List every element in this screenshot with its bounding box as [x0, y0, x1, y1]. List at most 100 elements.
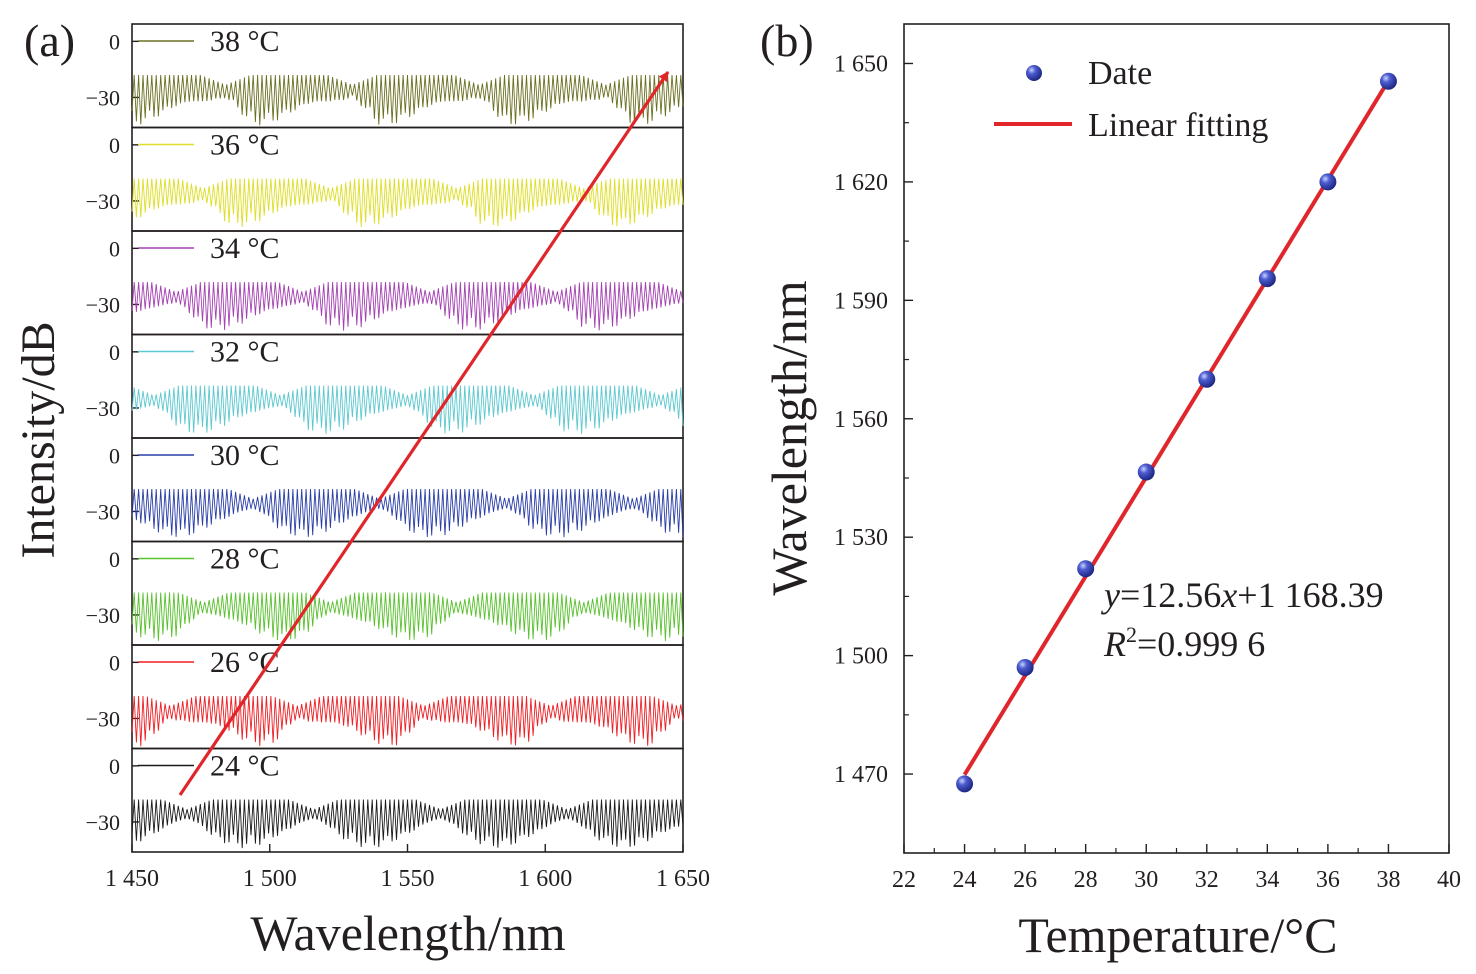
- svg-text:y=12.56x+1 168.39: y=12.56x+1 168.39: [1101, 575, 1384, 615]
- y-tick-label: −30: [86, 810, 120, 835]
- panel-b-y-ticks: 1 470 1 500 1 530 1 560 1 590 1 620 1 650: [834, 51, 913, 788]
- y-tick-label: 0: [109, 29, 120, 54]
- strip-34c: 0 −30 34 °C: [86, 230, 684, 336]
- x-tick-label: 26: [1013, 867, 1037, 893]
- y-tick-label: 1 470: [834, 762, 888, 788]
- x-tick-label: 40: [1437, 867, 1461, 893]
- panel-b-ylabel: Wavelength/nm: [761, 280, 817, 595]
- spectrum-trace: [131, 592, 684, 642]
- y-tick-label: −30: [86, 292, 120, 317]
- x-tick-label: 34: [1255, 867, 1279, 893]
- strip-38c: 0 −30 38 °C: [86, 23, 684, 129]
- x-tick-label: 30: [1134, 867, 1158, 893]
- spectrum-trace: [131, 281, 684, 331]
- spectrum-trace: [131, 695, 684, 747]
- legend-label: 24 °C: [210, 750, 280, 783]
- data-point: [1198, 370, 1216, 388]
- y-tick-label: −30: [86, 706, 120, 731]
- panel-b: (b) Wavelength/nm Temperature/°C 22 24 26 2…: [760, 15, 1461, 963]
- data-points: [956, 72, 1397, 793]
- data-point: [1016, 658, 1034, 676]
- legend-label-fit: Linear fitting: [1088, 107, 1268, 144]
- spectrum-trace: [131, 178, 684, 227]
- y-tick-label: 0: [109, 236, 120, 261]
- legend: Date Linear fitting: [994, 55, 1268, 144]
- panel-b-frame: [903, 23, 1450, 854]
- y-tick-label: −30: [86, 499, 120, 524]
- legend-label: 34 °C: [210, 232, 280, 265]
- y-tick-label: −30: [86, 603, 120, 628]
- legend-label: 36 °C: [210, 129, 280, 162]
- legend-marker-date: [1026, 65, 1042, 81]
- y-tick-label: 0: [109, 340, 120, 365]
- spectrum-trace: [131, 74, 684, 126]
- legend-label: 32 °C: [210, 336, 280, 369]
- x-tick-label: 36: [1316, 867, 1340, 893]
- eq-y: y: [1101, 575, 1120, 615]
- y-tick-label: 0: [109, 443, 120, 468]
- y-tick-label: 0: [109, 547, 120, 572]
- strip-28c: 0 −30 28 °C: [86, 540, 684, 646]
- x-tick-label: 1 600: [518, 866, 572, 892]
- fit-equation: y=12.56x+1 168.39 R2=0.999 6: [1101, 575, 1384, 664]
- spectrum-trace: [131, 799, 684, 849]
- linear-fit-line: [962, 79, 1391, 776]
- panel-b-xlabel: Temperature/°C: [1018, 907, 1337, 963]
- strip-24c: 0 −30 24 °C: [86, 747, 684, 853]
- x-tick-label: 38: [1376, 867, 1400, 893]
- strip-32c: 0 −30 32 °C: [86, 333, 684, 439]
- y-tick-label: 1 590: [834, 288, 888, 314]
- x-tick-label: 1 650: [656, 866, 710, 892]
- legend-label: 28 °C: [210, 543, 280, 576]
- data-point: [1258, 270, 1276, 288]
- panel-a-xlabel: Wavelength/nm: [250, 905, 565, 961]
- panel-a-strips: 0 −30 38 °C 0 −30 36 °C 0 −30 34 °C 0 −30 32 °C 0 −30…: [86, 23, 684, 853]
- y-tick-label: 1 560: [834, 407, 888, 433]
- svg-text:R2=0.999 6: R2=0.999 6: [1103, 622, 1265, 664]
- data-point: [1137, 463, 1155, 481]
- y-tick-label: 1 530: [834, 525, 888, 551]
- data-point: [1077, 560, 1095, 578]
- data-point: [956, 775, 974, 793]
- eq-intercept: +1 168.39: [1237, 575, 1383, 615]
- y-tick-label: 1 500: [834, 644, 888, 670]
- r-sup: 2: [1126, 622, 1137, 647]
- panel-a: (a) Intensity/dB Wavelength/nm 0 −30 38 °C…: [12, 15, 710, 961]
- r-label: R: [1103, 624, 1126, 664]
- legend-label: 30 °C: [210, 439, 280, 472]
- legend-label-date: Date: [1088, 55, 1152, 92]
- data-point: [1379, 72, 1397, 90]
- panel-a-label: (a): [24, 15, 75, 66]
- legend-label: 38 °C: [210, 25, 280, 58]
- temperature-shift-arrow: [178, 71, 670, 796]
- data-point: [1319, 173, 1337, 191]
- x-tick-label: 24: [953, 867, 977, 893]
- spectrum-trace: [131, 385, 684, 435]
- y-tick-label: 0: [109, 754, 120, 779]
- y-tick-label: 1 620: [834, 170, 888, 196]
- y-tick-label: −30: [86, 85, 120, 110]
- strip-36c: 0 −30 36 °C: [86, 126, 684, 232]
- y-tick-label: 1 650: [834, 51, 888, 77]
- x-tick-label: 28: [1074, 867, 1098, 893]
- strip-30c: 0 −30 30 °C: [86, 437, 684, 543]
- eq-coef: =12.56: [1120, 575, 1221, 615]
- y-tick-label: 0: [109, 133, 120, 158]
- panel-b-x-ticks: 22 24 26 28 30 32 34 36 38 40: [892, 844, 1461, 893]
- y-tick-label: −30: [86, 189, 120, 214]
- eq-x: x: [1220, 575, 1237, 615]
- panel-a-x-ticks: 1 450 1 500 1 550 1 600 1 650: [105, 844, 710, 892]
- spectrum-trace: [131, 488, 684, 538]
- r-value: =0.999 6: [1137, 624, 1265, 664]
- x-tick-label: 32: [1195, 867, 1219, 893]
- x-tick-label: 22: [892, 867, 916, 893]
- x-tick-label: 1 500: [243, 866, 297, 892]
- y-tick-label: 0: [109, 650, 120, 675]
- panel-a-ylabel: Intensity/dB: [12, 321, 65, 558]
- x-tick-label: 1 450: [105, 866, 159, 892]
- panel-b-label: (b): [760, 15, 814, 66]
- y-tick-label: −30: [86, 396, 120, 421]
